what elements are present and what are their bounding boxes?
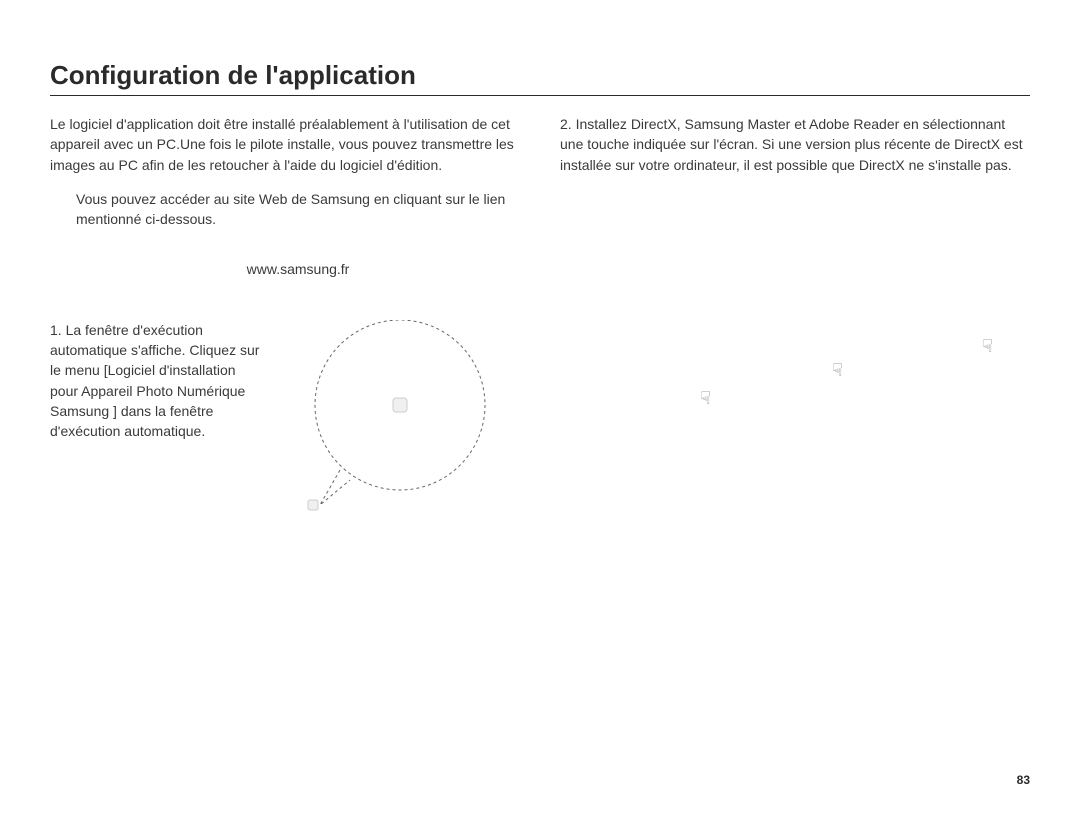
document-page: Configuration de l'application Le logici…: [0, 0, 1080, 815]
callout-center-icon: [393, 398, 407, 412]
intro-paragraph: Le logiciel d'application doit être inst…: [50, 114, 520, 175]
callout-tail-icon: [308, 500, 318, 510]
step2-text: 2. Installez DirectX, Samsung Master et …: [560, 114, 1030, 175]
website-url: www.samsung.fr: [50, 259, 520, 279]
callout-tail: [320, 470, 350, 505]
hand-icon: ☟: [982, 336, 993, 357]
title-rule: [50, 95, 1030, 96]
right-column: 2. Installez DirectX, Samsung Master et …: [560, 114, 1030, 520]
hand-icon: ☟: [832, 360, 843, 381]
two-column-layout: Le logiciel d'application doit être inst…: [50, 114, 1030, 520]
callout-diagram: [280, 320, 500, 520]
page-title: Configuration de l'application: [50, 60, 1030, 91]
page-number: 83: [1017, 773, 1030, 787]
left-column: Le logiciel d'application doit être inst…: [50, 114, 520, 520]
hand-icon: ☟: [700, 388, 711, 409]
step1-row: 1. La fenêtre d'exécution automatique s'…: [50, 320, 520, 520]
step1-text: 1. La fenêtre d'exécution automatique s'…: [50, 320, 260, 442]
access-note: Vous pouvez accéder au site Web de Samsu…: [50, 189, 520, 230]
